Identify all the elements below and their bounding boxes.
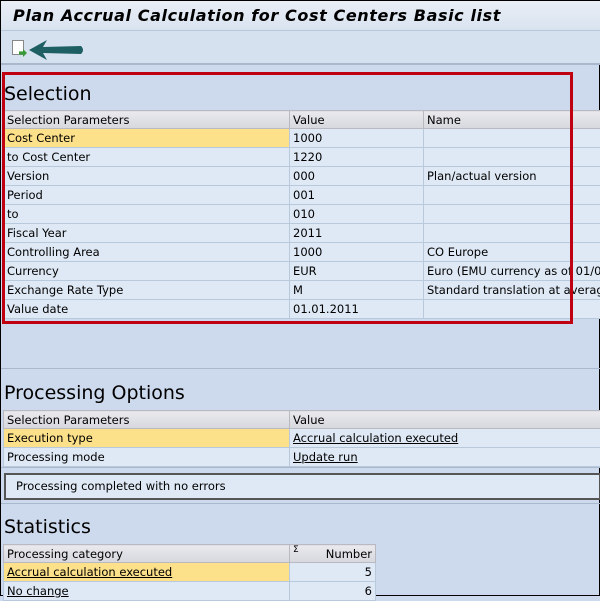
- col-header[interactable]: Name: [424, 111, 600, 129]
- window-title: Plan Accrual Calculation for Cost Center…: [13, 6, 501, 25]
- param-cell: to: [4, 205, 290, 224]
- param-cell: Cost Center: [4, 129, 290, 148]
- name-cell: [424, 186, 600, 205]
- col-header[interactable]: Value: [290, 111, 424, 129]
- name-cell: [424, 129, 600, 148]
- param-cell: Currency: [4, 262, 290, 281]
- param-cell: Version: [4, 167, 290, 186]
- splitter[interactable]: [1, 368, 600, 371]
- name-cell: Plan/actual version: [424, 167, 600, 186]
- name-cell: [424, 148, 600, 167]
- selection-heading: Selection: [4, 83, 92, 105]
- col-header[interactable]: Value: [290, 411, 600, 429]
- status-message: Processing completed with no errors: [4, 473, 600, 500]
- param-cell: Value date: [4, 300, 290, 319]
- statistics-heading: Statistics: [4, 516, 91, 538]
- col-header[interactable]: Selection Parameters: [4, 111, 290, 129]
- param-cell: to Cost Center: [4, 148, 290, 167]
- category-link[interactable]: Accrual calculation executed: [7, 565, 172, 579]
- sigma-icon: Σ: [293, 545, 299, 555]
- value-cell: 001: [290, 186, 424, 205]
- execution-type-link[interactable]: Accrual calculation executed: [293, 431, 458, 445]
- value-cell: 2011: [290, 224, 424, 243]
- name-cell: Standard translation at average: [424, 281, 600, 300]
- param-cell: Processing mode: [4, 448, 290, 467]
- param-cell: Exchange Rate Type: [4, 281, 290, 300]
- name-cell: [424, 300, 600, 319]
- processing-heading: Processing Options: [4, 382, 185, 404]
- splitter[interactable]: [1, 503, 600, 506]
- name-cell: [424, 205, 600, 224]
- selection-table: Selection Parameters Value Name Cost Cen…: [3, 110, 600, 319]
- splitter[interactable]: [1, 467, 600, 470]
- name-cell: Euro (EMU currency as of 01/01: [424, 262, 600, 281]
- value-cell: 1220: [290, 148, 424, 167]
- document-export-icon[interactable]: [12, 40, 24, 55]
- param-cell: Period: [4, 186, 290, 205]
- col-header[interactable]: Processing category: [4, 545, 290, 563]
- name-cell: CO Europe: [424, 243, 600, 262]
- table-row: Accrual calculation executed 5: [4, 563, 376, 582]
- annotation-arrow-icon: [29, 39, 85, 61]
- value-cell: 01.01.2011: [290, 300, 424, 319]
- title-bar: Plan Accrual Calculation for Cost Center…: [1, 1, 600, 31]
- param-cell: Controlling Area: [4, 243, 290, 262]
- count-cell: 6: [290, 582, 376, 601]
- col-header[interactable]: Selection Parameters: [4, 411, 290, 429]
- toolbar: [1, 31, 600, 65]
- param-cell: Execution type: [4, 429, 290, 448]
- name-cell: [424, 224, 600, 243]
- param-cell: Fiscal Year: [4, 224, 290, 243]
- value-cell: M: [290, 281, 424, 300]
- value-cell: 000: [290, 167, 424, 186]
- processing-mode-link[interactable]: Update run: [293, 450, 358, 464]
- value-cell: EUR: [290, 262, 424, 281]
- value-cell: 1000: [290, 243, 424, 262]
- table-header: Selection Parameters Value Name: [4, 111, 600, 129]
- count-cell: 5: [290, 563, 376, 582]
- value-cell: 1000: [290, 129, 424, 148]
- value-cell: 010: [290, 205, 424, 224]
